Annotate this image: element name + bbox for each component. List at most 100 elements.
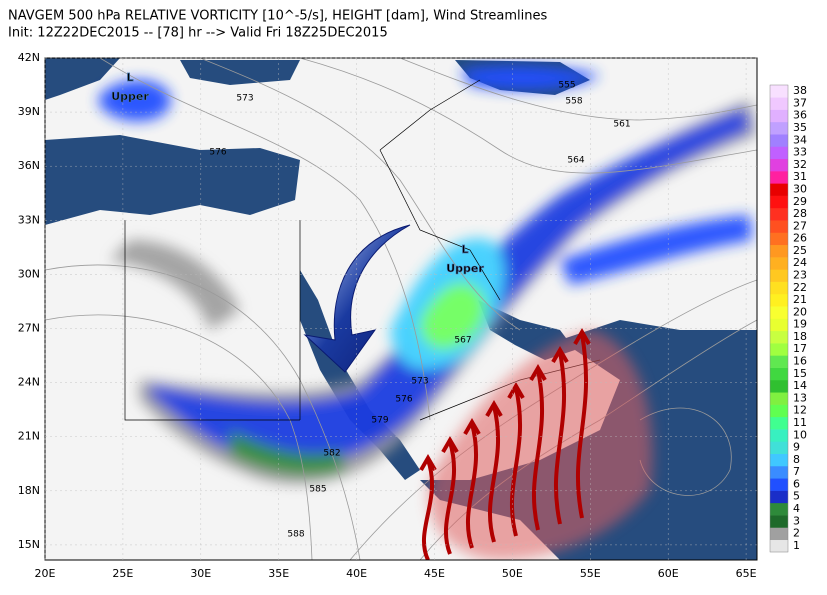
colorbar-swatch xyxy=(770,109,788,123)
contour-label: 576 xyxy=(209,148,226,158)
latitude-label: 30N xyxy=(18,267,40,280)
colorbar-label: 4 xyxy=(793,502,800,515)
colorbar-swatch xyxy=(770,146,788,160)
colorbar-label: 26 xyxy=(793,232,807,245)
colorbar-label: 20 xyxy=(793,305,807,318)
colorbar-swatch xyxy=(770,539,788,553)
colorbar-swatch xyxy=(770,257,788,270)
borders xyxy=(124,79,601,421)
longitude-label: 25E xyxy=(112,567,133,580)
longitude-label: 35E xyxy=(268,567,289,580)
colorbar-swatch xyxy=(770,379,788,393)
latitude-label: 33N xyxy=(18,213,40,226)
arrow-head xyxy=(441,436,459,454)
colorbar-label: 14 xyxy=(793,379,807,392)
latitude-label: 24N xyxy=(18,376,40,389)
map-subtitle: Init: 12Z22DEC2015 -- [78] hr --> Valid … xyxy=(8,26,388,41)
colorbar-label: 10 xyxy=(793,428,807,441)
colorbar-swatch xyxy=(770,195,788,209)
moisture-arrow xyxy=(575,333,589,519)
colorbar-label: 18 xyxy=(793,330,807,343)
colorbar-label: 3 xyxy=(793,514,800,527)
colorbar-frame xyxy=(769,84,789,553)
trough-arrow xyxy=(303,224,411,373)
colorbar-label: 13 xyxy=(793,391,807,404)
colorbar-swatch xyxy=(770,158,788,172)
colorbar-swatch xyxy=(770,355,788,368)
contour-label: 579 xyxy=(371,416,388,426)
colorbar-swatch xyxy=(770,416,788,430)
map-area xyxy=(45,58,757,560)
arrow-head xyxy=(419,454,437,472)
longitude-label: 50E xyxy=(502,567,523,580)
colorbar-swatch xyxy=(770,502,788,516)
colorbar-label: 9 xyxy=(793,441,800,454)
colorbar-swatch xyxy=(770,429,788,442)
colorbar-label: 34 xyxy=(793,133,807,146)
colorbar-label: 1 xyxy=(793,539,800,552)
colorbar-label: 23 xyxy=(793,268,807,281)
colorbar-label: 19 xyxy=(793,318,807,331)
colorbar-label: 25 xyxy=(793,244,807,257)
colorbar-label: 35 xyxy=(793,121,807,134)
colorbar-label: 16 xyxy=(793,355,807,368)
moisture-arrows xyxy=(419,328,591,560)
adriatic xyxy=(45,58,120,100)
low-label: Upper xyxy=(111,90,149,103)
latitude-label: 42N xyxy=(18,51,40,64)
colorbar-swatch xyxy=(770,220,788,233)
colorbar-swatch xyxy=(770,515,788,528)
longitude-label: 20E xyxy=(35,567,56,580)
arrow-head xyxy=(573,328,591,346)
contour-label: 573 xyxy=(411,377,428,387)
colorbar-label: 2 xyxy=(793,527,800,540)
colorbar-label: 31 xyxy=(793,170,807,183)
colorbar-swatch xyxy=(770,269,788,282)
colorbar-label: 21 xyxy=(793,293,807,306)
colorbar-label: 36 xyxy=(793,109,807,122)
colorbar-swatch xyxy=(770,85,788,98)
colorbar-swatch xyxy=(770,207,788,221)
colorbar-label: 12 xyxy=(793,404,807,417)
vorticity xyxy=(98,65,757,484)
contour-label: 573 xyxy=(236,94,253,104)
colorbar-swatch xyxy=(770,343,788,356)
colorbar-label: 37 xyxy=(793,96,807,109)
colorbar-swatch xyxy=(770,367,788,381)
colorbar-swatch xyxy=(770,134,788,147)
arrow-head xyxy=(507,382,525,400)
colorbar-label: 5 xyxy=(793,490,800,503)
colorbar-swatch xyxy=(770,183,788,196)
contour-label: 555 xyxy=(558,81,575,91)
arrow-head xyxy=(463,418,481,436)
arrow-head xyxy=(551,346,569,364)
colorbar-label: 28 xyxy=(793,207,807,220)
colorbar-swatch xyxy=(770,404,788,418)
mediterranean xyxy=(45,135,300,225)
colorbar-swatch xyxy=(770,478,788,491)
low-symbol: L xyxy=(126,71,133,84)
moisture-arrow xyxy=(509,387,523,537)
longitude-label: 30E xyxy=(190,567,211,580)
black-sea xyxy=(180,60,300,85)
latitude-label: 36N xyxy=(18,159,40,172)
colorbar-label: 24 xyxy=(793,256,807,269)
red-sea xyxy=(300,270,420,480)
latitude-label: 21N xyxy=(18,430,40,443)
colorbar-swatch xyxy=(770,465,788,479)
contour-label: 582 xyxy=(323,449,340,459)
colorbar-swatch xyxy=(770,244,788,258)
longitude-label: 40E xyxy=(346,567,367,580)
moisture-arrow xyxy=(553,351,567,525)
longitude-label: 65E xyxy=(736,567,757,580)
arrow-head xyxy=(529,364,547,382)
labels: 42N 39N 36N 33N 30N 27N 24N 21N 18N 15N 20E 25E 30E 3… xyxy=(18,51,807,580)
colorbar-swatch xyxy=(770,171,788,184)
longitude-label: 60E xyxy=(658,567,679,580)
map-title: NAVGEM 500 hPa RELATIVE VORTICITY [10^-5… xyxy=(8,9,548,24)
colorbar-label: 32 xyxy=(793,158,807,171)
moisture-arrow xyxy=(487,405,501,543)
contour-label: 588 xyxy=(287,530,304,540)
longitude-label: 45E xyxy=(424,567,445,580)
